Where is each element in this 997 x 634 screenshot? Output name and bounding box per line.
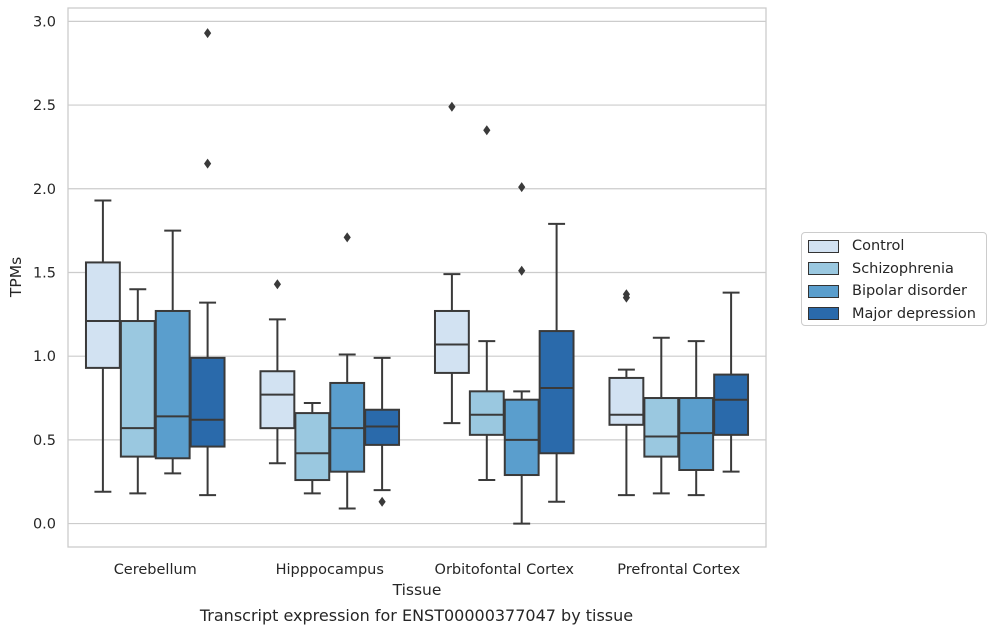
box-iqr [433, 309, 470, 374]
legend: Control Schizophrenia Bipolar disorder M… [801, 232, 987, 326]
x-tick-label: Orbitofontal Cortex [435, 562, 575, 578]
x-tick-label: Prefrontal Cortex [617, 562, 740, 578]
chart-caption: Transcript expression for ENST0000037704… [199, 606, 634, 625]
box-1-1 [294, 402, 331, 495]
box-1-3 [364, 356, 401, 507]
y-tick-label: 2.0 [33, 182, 56, 198]
outlier-point [483, 125, 491, 136]
x-tick-label: Hipppocampus [276, 562, 384, 578]
legend-swatch-control [808, 239, 839, 253]
x-tick-label: Cerebellum [114, 562, 197, 578]
box-iqr [468, 390, 505, 436]
outlier-point [204, 158, 212, 169]
box-3-1 [643, 336, 680, 495]
box-iqr [84, 261, 121, 369]
box-iqr [189, 356, 226, 448]
outlier-point [518, 265, 526, 276]
box-0-2 [154, 229, 191, 475]
box-1-0 [259, 279, 296, 465]
outlier-point [204, 28, 212, 39]
legend-item-control: Control [808, 235, 986, 258]
box-1-2 [329, 232, 366, 510]
legend-swatch-major-depression [808, 307, 839, 321]
box-iqr [643, 397, 680, 458]
box-iqr [713, 373, 750, 436]
legend-item-major-depression: Major depression [808, 303, 986, 326]
outlier-point [448, 101, 456, 112]
y-tick-label: 0.5 [33, 433, 56, 449]
box-iqr [154, 309, 191, 460]
box-3-2 [678, 340, 715, 497]
y-tick-label: 3.0 [33, 14, 56, 30]
box-3-3 [713, 291, 750, 473]
box-iqr [538, 330, 575, 455]
y-tick-label: 1.5 [33, 265, 56, 281]
outlier-point [518, 182, 526, 193]
legend-label: Major depression [852, 305, 976, 322]
y-tick-label: 0.0 [33, 517, 56, 533]
x-axis-label: Tissue [392, 581, 442, 599]
box-2-2 [503, 182, 540, 525]
y-tick-label: 2.5 [33, 98, 56, 114]
box-iqr [503, 398, 540, 477]
legend-item-bipolar-disorder: Bipolar disorder [808, 280, 986, 303]
legend-label: Control [852, 238, 905, 255]
outlier-point [378, 496, 386, 507]
y-axis-label: TPMs [7, 257, 25, 298]
box-0-1 [119, 288, 156, 495]
box-iqr [119, 320, 156, 458]
x-axis-ticks: Cerebellum Hipppocampus Orbitofontal Corte… [114, 562, 741, 578]
box-2-3 [538, 222, 575, 503]
box-iqr [608, 376, 645, 426]
legend-swatch-schizophrenia [808, 262, 839, 276]
box-iqr [259, 370, 296, 430]
legend-swatch-bipolar-disorder [808, 284, 839, 298]
box-2-1 [468, 125, 505, 482]
legend-label: Schizophrenia [852, 260, 954, 277]
outlier-point [343, 232, 351, 243]
box-2-0 [433, 101, 470, 425]
legend-item-schizophrenia: Schizophrenia [808, 258, 986, 281]
box-0-3 [189, 28, 226, 497]
outlier-point [622, 289, 630, 300]
box-iqr [294, 412, 331, 482]
legend-label: Bipolar disorder [852, 283, 967, 300]
y-tick-label: 1.0 [33, 349, 56, 365]
y-axis-ticks: 0.0 0.5 1.0 1.5 2.0 2.5 3.0 [33, 14, 56, 532]
boxes [84, 28, 750, 525]
box-0-0 [84, 199, 121, 493]
outlier-point [273, 279, 281, 290]
plot-frame [67, 7, 767, 548]
box-3-0 [608, 289, 645, 497]
